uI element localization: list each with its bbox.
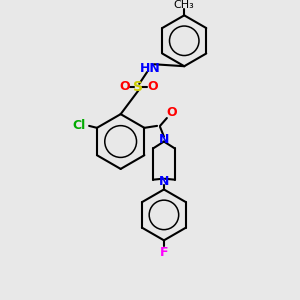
Text: N: N	[159, 133, 169, 146]
Text: O: O	[148, 80, 158, 93]
Text: Cl: Cl	[73, 119, 86, 132]
Text: HN: HN	[140, 62, 160, 75]
Text: F: F	[160, 246, 168, 259]
Text: CH₃: CH₃	[174, 0, 195, 10]
Text: S: S	[133, 80, 143, 94]
Text: N: N	[159, 175, 169, 188]
Text: O: O	[119, 80, 130, 93]
Text: O: O	[167, 106, 177, 119]
